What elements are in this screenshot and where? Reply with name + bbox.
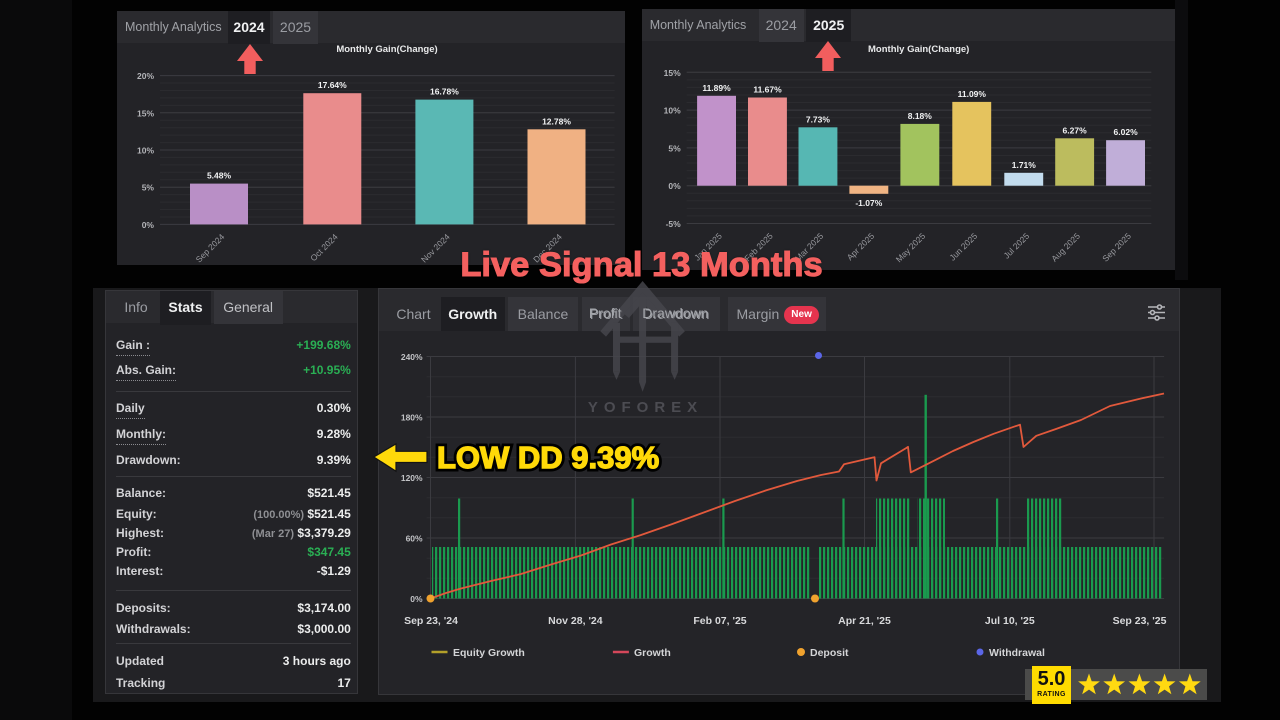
svg-text:Deposit: Deposit <box>810 647 849 659</box>
svg-text:5%: 5% <box>142 183 155 193</box>
svg-text:Jul 10, '25: Jul 10, '25 <box>985 615 1035 627</box>
svg-text:11.67%: 11.67% <box>753 84 782 94</box>
svg-text:6.27%: 6.27% <box>1062 125 1087 135</box>
svg-text:Sep 23, '25: Sep 23, '25 <box>1113 615 1167 627</box>
svg-text:5%: 5% <box>668 143 681 153</box>
svg-text:Equity Growth: Equity Growth <box>453 647 525 659</box>
svg-text:16.78%: 16.78% <box>430 87 459 97</box>
svg-text:Withdrawal: Withdrawal <box>989 647 1045 659</box>
svg-text:11.09%: 11.09% <box>957 89 986 99</box>
svg-text:7.73%: 7.73% <box>806 114 831 124</box>
svg-text:180%: 180% <box>401 413 423 423</box>
svg-text:Sep 23, '24: Sep 23, '24 <box>404 615 458 627</box>
svg-text:60%: 60% <box>406 534 423 544</box>
svg-text:11.89%: 11.89% <box>702 82 731 92</box>
svg-text:15%: 15% <box>663 67 680 77</box>
svg-text:15%: 15% <box>137 108 154 118</box>
svg-text:Nov 28, '24: Nov 28, '24 <box>548 615 603 627</box>
svg-text:6.02%: 6.02% <box>1113 127 1138 137</box>
svg-text:Growth: Growth <box>634 647 671 659</box>
svg-text:120%: 120% <box>401 473 423 483</box>
svg-text:8.18%: 8.18% <box>907 111 932 121</box>
svg-text:10%: 10% <box>663 105 680 115</box>
svg-text:0%: 0% <box>410 594 423 604</box>
svg-text:5.48%: 5.48% <box>207 171 232 181</box>
svg-text:YOFOREX: YOFOREX <box>588 399 703 416</box>
svg-text:-5%: -5% <box>665 219 681 229</box>
svg-text:Feb 07, '25: Feb 07, '25 <box>693 615 746 627</box>
svg-text:10%: 10% <box>137 146 154 156</box>
svg-text:1.71%: 1.71% <box>1011 159 1036 169</box>
svg-text:0%: 0% <box>668 181 681 191</box>
svg-text:Apr 21, '25: Apr 21, '25 <box>838 615 891 627</box>
svg-text:17.64%: 17.64% <box>318 80 347 90</box>
svg-text:0%: 0% <box>142 220 155 230</box>
svg-text:240%: 240% <box>401 352 423 362</box>
svg-text:20%: 20% <box>137 71 154 81</box>
svg-text:-1.07%: -1.07% <box>855 197 882 207</box>
svg-text:12.78%: 12.78% <box>542 116 571 126</box>
